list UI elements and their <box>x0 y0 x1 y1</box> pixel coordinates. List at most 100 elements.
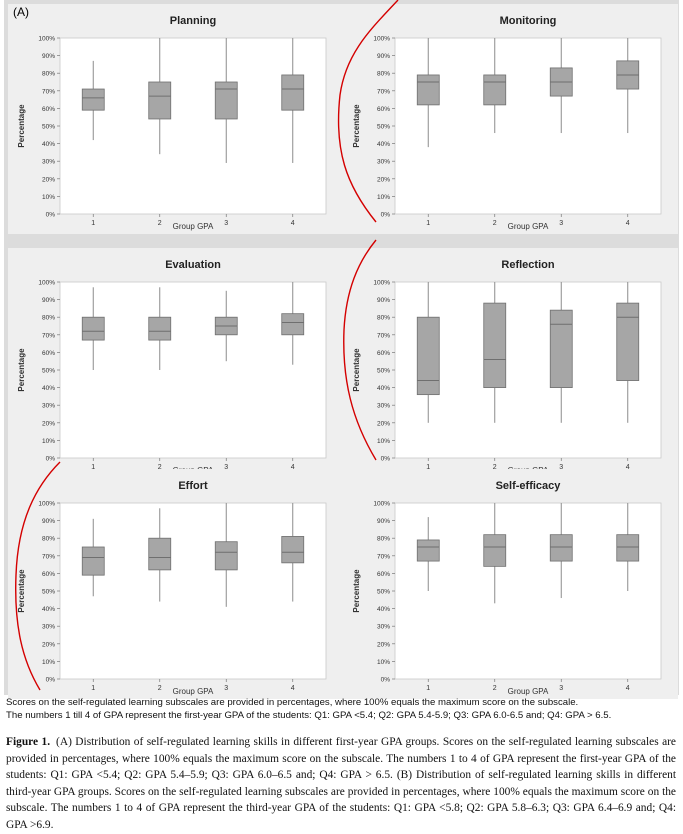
y-tick-label: 10% <box>42 438 55 445</box>
box-2 <box>148 38 172 155</box>
x-tick-label: 4 <box>626 464 630 471</box>
y-tick-label: 20% <box>377 641 390 648</box>
y-tick-label: 20% <box>377 176 390 183</box>
y-tick-label: 80% <box>42 315 55 322</box>
iqr-box <box>549 534 573 562</box>
x-tick-label: 1 <box>426 685 430 692</box>
y-tick-label: 40% <box>42 141 55 148</box>
y-axis-label: Percentage <box>352 104 361 148</box>
y-tick-label: 60% <box>377 350 390 357</box>
y-tick-label: 30% <box>42 624 55 631</box>
x-tick-label: 2 <box>493 685 497 692</box>
y-tick-label: 60% <box>42 571 55 578</box>
y-tick-label: 100% <box>38 36 55 43</box>
y-tick-label: 80% <box>377 536 390 543</box>
caption-label: Figure 1. <box>6 736 51 748</box>
box-3 <box>549 282 573 423</box>
box-3 <box>549 38 573 134</box>
caption-text: (A) Distribution of self-regulated learn… <box>6 736 676 831</box>
box-3 <box>549 503 573 599</box>
box-2 <box>148 508 172 602</box>
y-axis-label: Percentage <box>17 569 26 613</box>
x-axis-label: Group GPA <box>173 222 214 231</box>
box-4 <box>616 503 640 591</box>
box-4 <box>281 282 305 365</box>
chart-svg: Evaluation 0% 10% 20% 30% 40% 50% 60% 70% 80% 90% 1… <box>17 259 327 475</box>
plot-area <box>59 37 327 215</box>
x-tick-label: 4 <box>291 685 295 692</box>
y-tick-label: 20% <box>42 641 55 648</box>
x-tick-label: 4 <box>626 220 630 227</box>
x-tick-label: 4 <box>291 464 295 471</box>
x-tick-label: 4 <box>291 220 295 227</box>
y-tick-label: 90% <box>42 518 55 525</box>
x-tick-label: 3 <box>559 464 563 471</box>
chart-svg: Self-efficacy 0% 10% 20% 30% 40% 50% 60% 70% 80% 9… <box>352 480 662 696</box>
box-4 <box>616 38 640 134</box>
figure-caption: Figure 1. (A) Distribution of self-regula… <box>6 734 676 833</box>
y-tick-label: 100% <box>373 501 390 508</box>
iqr-box <box>483 74 507 106</box>
y-tick-label: 50% <box>42 589 55 596</box>
panel-reflection: Reflection 0% 10% 20% 30% 40% 50% 60% 70% 80% 90% 1… <box>343 248 678 478</box>
y-tick-label: 50% <box>42 368 55 375</box>
x-tick-label: 1 <box>91 220 95 227</box>
y-tick-label: 70% <box>42 332 55 339</box>
y-tick-label: 60% <box>42 350 55 357</box>
iqr-box <box>281 74 305 111</box>
y-tick-label: 50% <box>42 124 55 131</box>
y-axis-label: Percentage <box>352 348 361 392</box>
y-tick-label: 80% <box>42 536 55 543</box>
y-tick-label: 10% <box>377 659 390 666</box>
y-tick-label: 80% <box>42 71 55 78</box>
y-tick-label: 10% <box>42 194 55 201</box>
iqr-box <box>416 316 440 396</box>
iqr-box <box>616 534 640 562</box>
x-axis-label: Group GPA <box>508 687 549 696</box>
iqr-box <box>214 541 238 571</box>
y-tick-label: 30% <box>42 403 55 410</box>
iqr-box <box>81 546 105 576</box>
y-tick-label: 80% <box>377 315 390 322</box>
chart-title: Self-efficacy <box>496 480 562 492</box>
y-tick-label: 80% <box>377 71 390 78</box>
iqr-box <box>148 316 172 341</box>
x-tick-label: 2 <box>493 464 497 471</box>
box-2 <box>483 38 507 134</box>
chart-title: Reflection <box>501 259 554 271</box>
x-tick-label: 3 <box>559 685 563 692</box>
y-tick-label: 70% <box>377 88 390 95</box>
y-tick-label: 60% <box>377 106 390 113</box>
y-axis-label: Percentage <box>17 104 26 148</box>
y-tick-label: 20% <box>42 176 55 183</box>
figure-notes: Scores on the self-regulated learning su… <box>6 696 678 722</box>
y-tick-label: 30% <box>42 159 55 166</box>
iqr-box <box>148 537 172 571</box>
x-tick-label: 1 <box>426 220 430 227</box>
chart-svg: Planning 0% 10% 20% 30% 40% 50% 60% 70% 80% 90% 100… <box>17 15 327 231</box>
box-1 <box>81 518 105 597</box>
x-tick-label: 2 <box>493 220 497 227</box>
y-tick-label: 20% <box>42 420 55 427</box>
y-tick-label: 50% <box>377 124 390 131</box>
y-axis-label: Percentage <box>17 348 26 392</box>
iqr-box <box>416 539 440 562</box>
y-tick-label: 100% <box>38 501 55 508</box>
box-1 <box>81 287 105 370</box>
box-4 <box>616 282 640 423</box>
box-1 <box>416 38 440 148</box>
y-tick-label: 50% <box>377 589 390 596</box>
chart-title: Monitoring <box>500 15 557 27</box>
panel-letter: (A) <box>13 5 29 19</box>
y-tick-label: 30% <box>377 159 390 166</box>
x-axis-label: Group GPA <box>508 222 549 231</box>
y-tick-label: 30% <box>377 403 390 410</box>
iqr-box <box>616 302 640 381</box>
x-tick-label: 1 <box>91 685 95 692</box>
y-tick-label: 40% <box>42 606 55 613</box>
y-axis-label: Percentage <box>352 569 361 613</box>
x-tick-label: 1 <box>91 464 95 471</box>
y-tick-label: 100% <box>38 280 55 287</box>
y-tick-label: 100% <box>373 280 390 287</box>
y-tick-label: 70% <box>42 88 55 95</box>
